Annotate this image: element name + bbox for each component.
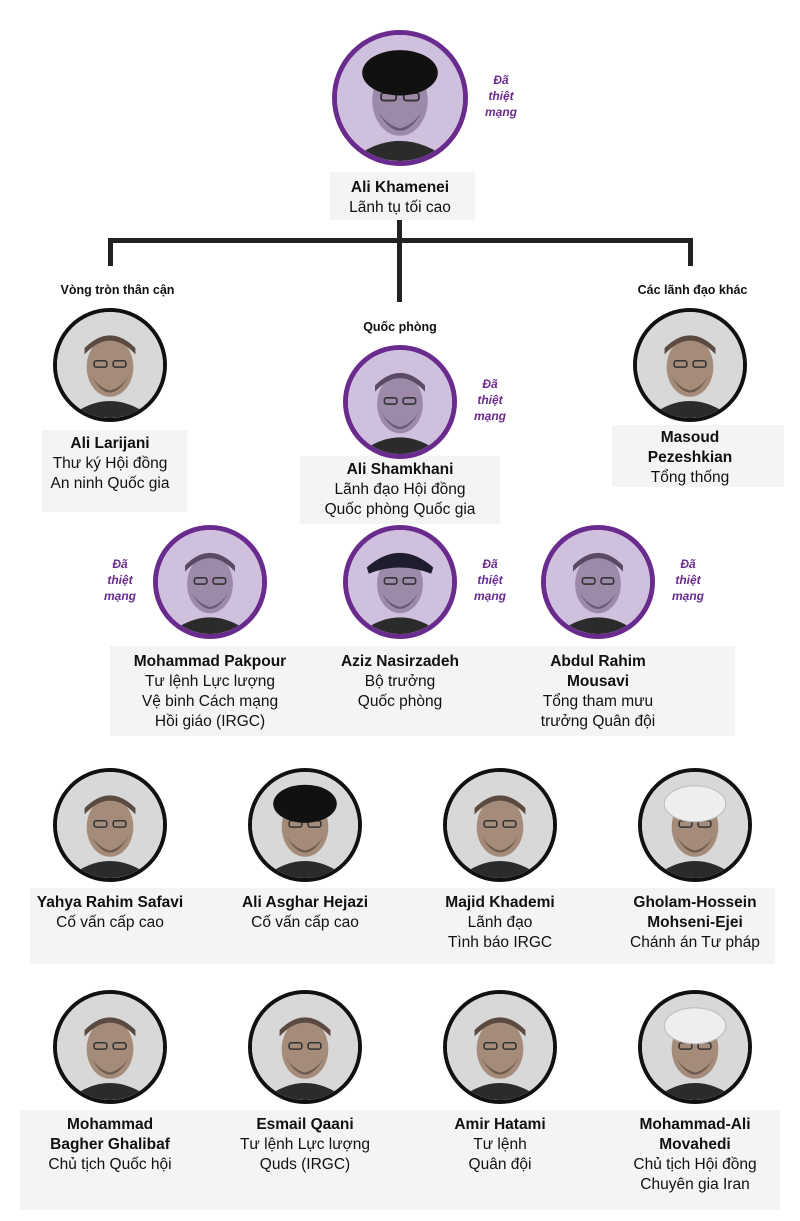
person-name: Aziz Nasirzadeh [340, 653, 459, 670]
person-name: Mohammad Bagher Ghalibaf [50, 1116, 170, 1153]
caption-ghalibaf: Mohammad Bagher Ghalibaf Chủ tịch Quốc hộ… [10, 1115, 210, 1175]
caption-khademi: Majid Khademi Lãnh đạo Tình báo IRGC [400, 893, 600, 953]
portrait-khademi [443, 768, 557, 882]
panel-larijani [42, 430, 187, 512]
person-role: Tổng tham mưu trưởng Quân đội [540, 693, 656, 730]
portrait-pakpour [153, 525, 267, 639]
portrait-image-ejei [642, 772, 748, 878]
portrait-image-khamenei [337, 35, 463, 161]
caption-mousavi: Abdul Rahim Mousavi Tổng tham mưu trưởng … [498, 652, 698, 732]
person-name: Masoud Pezeshkian [647, 429, 733, 466]
portrait-image-ghalibaf [57, 994, 163, 1100]
portrait-qaani [248, 990, 362, 1104]
panel-row3 [30, 888, 775, 964]
portrait-image-larijani [57, 312, 163, 418]
person-name: Ali Khamenei [350, 179, 450, 196]
person-role: Tư lệnh Lực lượng Vệ binh Cách mạng Hồi … [141, 673, 279, 730]
person-role: Cố vấn cấp cao [251, 914, 359, 931]
caption-hejazi: Ali Asghar Hejazi Cố vấn cấp cao [205, 893, 405, 933]
killed-tag-shamkhani: Đã thiệt mạng [473, 377, 506, 423]
killed-tag-khamenei: Đã thiệt mạng [484, 73, 517, 119]
person-name: Yahya Rahim Safavi [36, 894, 184, 911]
killed-tag-mousavi: Đã thiệt mạng [671, 557, 704, 603]
portrait-movahedi [638, 990, 752, 1104]
tree-left-drop [108, 238, 113, 266]
panel-row4 [20, 1110, 780, 1210]
portrait-shamkhani [343, 345, 457, 459]
caption-hatami: Amir Hatami Tư lệnh Quân đội [400, 1115, 600, 1175]
portrait-image-movahedi [642, 994, 748, 1100]
portrait-mousavi [541, 525, 655, 639]
caption-qaani: Esmail Qaani Tư lệnh Lực lượng Quds (IRGC… [205, 1115, 405, 1175]
person-name: Esmail Qaani [256, 1116, 354, 1133]
person-role: Thư ký Hội đồng An ninh Quốc gia [50, 455, 170, 492]
portrait-image-mousavi [546, 530, 650, 634]
person-role: Tư lệnh Lực lượng Quds (IRGC) [239, 1136, 371, 1173]
panel-shamkhani [300, 456, 500, 524]
person-name: Ali Larijani [70, 435, 150, 452]
person-name: Amir Hatami [454, 1116, 546, 1133]
portrait-pezeshkian [633, 308, 747, 422]
person-role: Cố vấn cấp cao [56, 914, 164, 931]
person-name: Ali Shamkhani [346, 461, 454, 478]
person-name: Gholam-Hossein Mohseni-Ejei [633, 894, 757, 931]
portrait-image-pakpour [158, 530, 262, 634]
person-role: Chủ tịch Quốc hội [48, 1156, 172, 1173]
portrait-image-shamkhani [348, 350, 452, 454]
caption-pakpour: Mohammad Pakpour Tư lệnh Lực lượng Vệ bin… [110, 652, 310, 732]
person-role: Lãnh tụ tối cao [349, 199, 451, 216]
tree-crossbar [108, 238, 693, 243]
panel-defense [110, 646, 735, 736]
person-role: Lãnh đạo Tình báo IRGC [447, 914, 553, 951]
caption-safavi: Yahya Rahim Safavi Cố vấn cấp cao [10, 893, 210, 933]
portrait-nasirzadeh [343, 525, 457, 639]
portrait-safavi [53, 768, 167, 882]
caption-shamkhani: Ali Shamkhani Lãnh đạo Hội đồng Quốc phòn… [300, 460, 500, 520]
caption-nasirzadeh: Aziz Nasirzadeh Bộ trưởng Quốc phòng [300, 652, 500, 712]
portrait-ghalibaf [53, 990, 167, 1104]
panel-pezeshkian [612, 425, 784, 487]
person-name: Ali Asghar Hejazi [241, 894, 369, 911]
portrait-image-nasirzadeh [348, 530, 452, 634]
portrait-image-hejazi [252, 772, 358, 878]
person-role: Tổng thống [650, 469, 730, 486]
group-label-inner: Vòng tròn thân cận [60, 283, 175, 297]
portrait-image-pezeshkian [637, 312, 743, 418]
portrait-image-qaani [252, 994, 358, 1100]
group-label-others: Các lãnh đạo khác [637, 283, 748, 297]
killed-tag-pakpour: Đã thiệt mạng [103, 557, 136, 603]
person-name: Mohammad Pakpour [133, 653, 287, 670]
portrait-larijani [53, 308, 167, 422]
portrait-image-hatami [447, 994, 553, 1100]
portrait-khamenei [332, 30, 468, 166]
person-name: Mohammad-Ali Movahedi [639, 1116, 751, 1153]
tree-trunk [397, 220, 402, 302]
caption-khamenei: Ali Khamenei Lãnh tụ tối cao [300, 178, 500, 218]
caption-movahedi: Mohammad-Ali Movahedi Chủ tịch Hội đồng C… [595, 1115, 795, 1195]
caption-pezeshkian: Masoud Pezeshkian Tổng thống [590, 428, 790, 488]
portrait-image-khademi [447, 772, 553, 878]
person-role: Chủ tịch Hội đồng Chuyên gia Iran [633, 1156, 757, 1193]
person-role: Bộ trưởng Quốc phòng [357, 673, 443, 710]
portrait-hejazi [248, 768, 362, 882]
portrait-hatami [443, 990, 557, 1104]
person-role: Chánh án Tư pháp [630, 934, 760, 951]
caption-ejei: Gholam-Hossein Mohseni-Ejei Chánh án Tư p… [595, 893, 795, 953]
person-role: Tư lệnh Quân đội [468, 1136, 532, 1173]
tree-right-drop [688, 238, 693, 266]
portrait-image-safavi [57, 772, 163, 878]
killed-tag-nasirzadeh: Đã thiệt mạng [473, 557, 506, 603]
caption-larijani: Ali Larijani Thư ký Hội đồng An ninh Quốc… [10, 434, 210, 494]
person-name: Abdul Rahim Mousavi [550, 653, 646, 690]
panel-top [330, 172, 475, 220]
person-role: Lãnh đạo Hội đồng Quốc phòng Quốc gia [324, 481, 476, 518]
portrait-ejei [638, 768, 752, 882]
group-label-defense: Quốc phòng [363, 320, 437, 334]
person-name: Majid Khademi [445, 894, 555, 911]
